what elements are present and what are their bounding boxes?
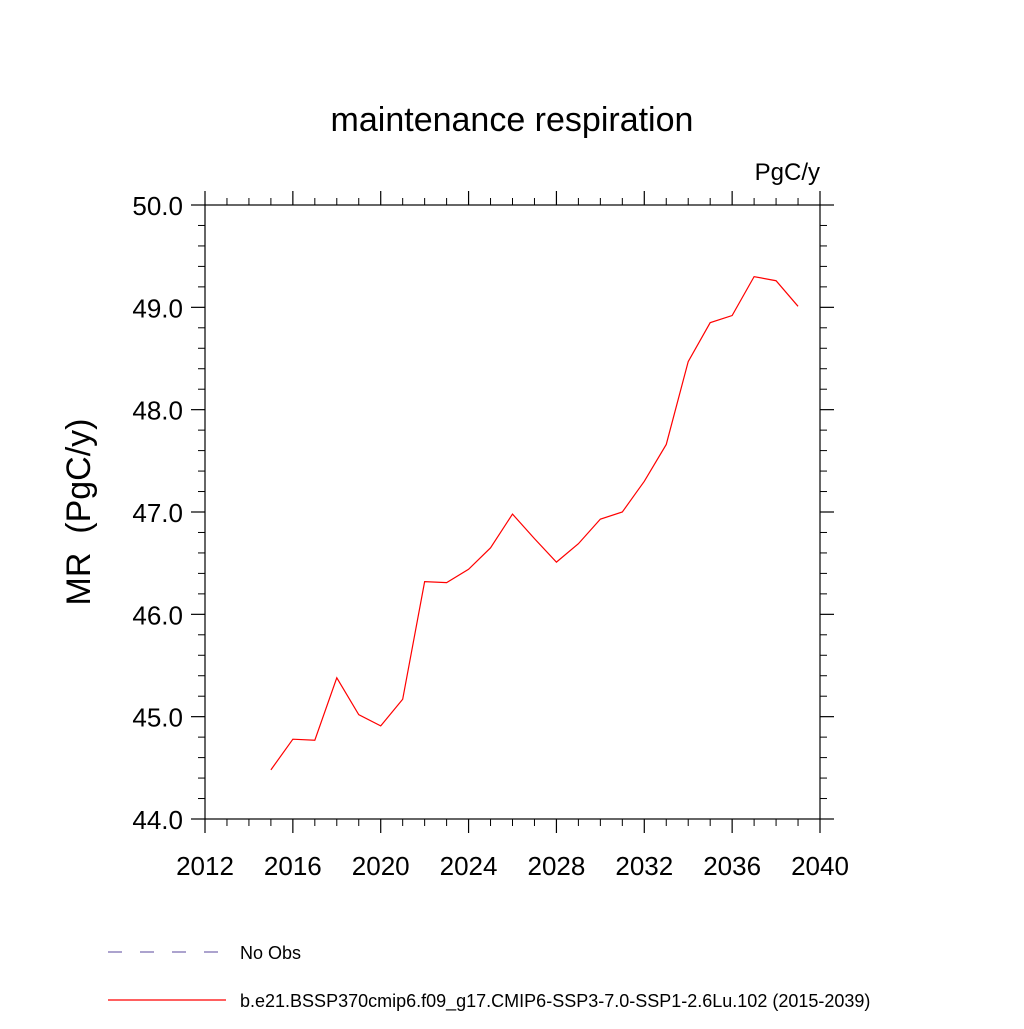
series-line-0: [270, 275, 799, 771]
x-tick-label: 2020: [352, 851, 410, 881]
legend: No Obs b.e21.BSSP370cmip6.f09_g17.CMIP6-S…: [108, 943, 870, 1012]
x-tick-label: 2028: [528, 851, 586, 881]
y-tick-label: 49.0: [132, 293, 183, 323]
chart-title: maintenance respiration: [331, 101, 694, 139]
x-tick-label: 2016: [264, 851, 322, 881]
y-tick-label: 46.0: [132, 600, 183, 630]
y-axis-label: MR (PgC/y): [60, 419, 98, 606]
y-tick-label: 44.0: [132, 805, 183, 835]
plot-frame: [204, 204, 821, 820]
x-tick-label: 2036: [703, 851, 761, 881]
y-tick-label: 50.0: [132, 191, 183, 221]
series-layer: [270, 275, 799, 771]
x-tick-label: 2032: [615, 851, 673, 881]
y-tick-label: 48.0: [132, 396, 183, 426]
x-tick-label: 2040: [791, 851, 849, 881]
legend-label-0: No Obs: [240, 943, 301, 963]
y-tick-label: 45.0: [132, 703, 183, 733]
x-tick-label: 2024: [440, 851, 498, 881]
legend-label-1: b.e21.BSSP370cmip6.f09_g17.CMIP6-SSP3-7.…: [240, 991, 870, 1012]
units-label: PgC/y: [755, 159, 820, 186]
x-tick-label: 2012: [176, 851, 234, 881]
y-tick-label: 47.0: [132, 498, 183, 528]
axis-ticks: 2012 2016 2020 2024 2028 2032 2036 2040 44.0 45.0…: [132, 191, 849, 881]
